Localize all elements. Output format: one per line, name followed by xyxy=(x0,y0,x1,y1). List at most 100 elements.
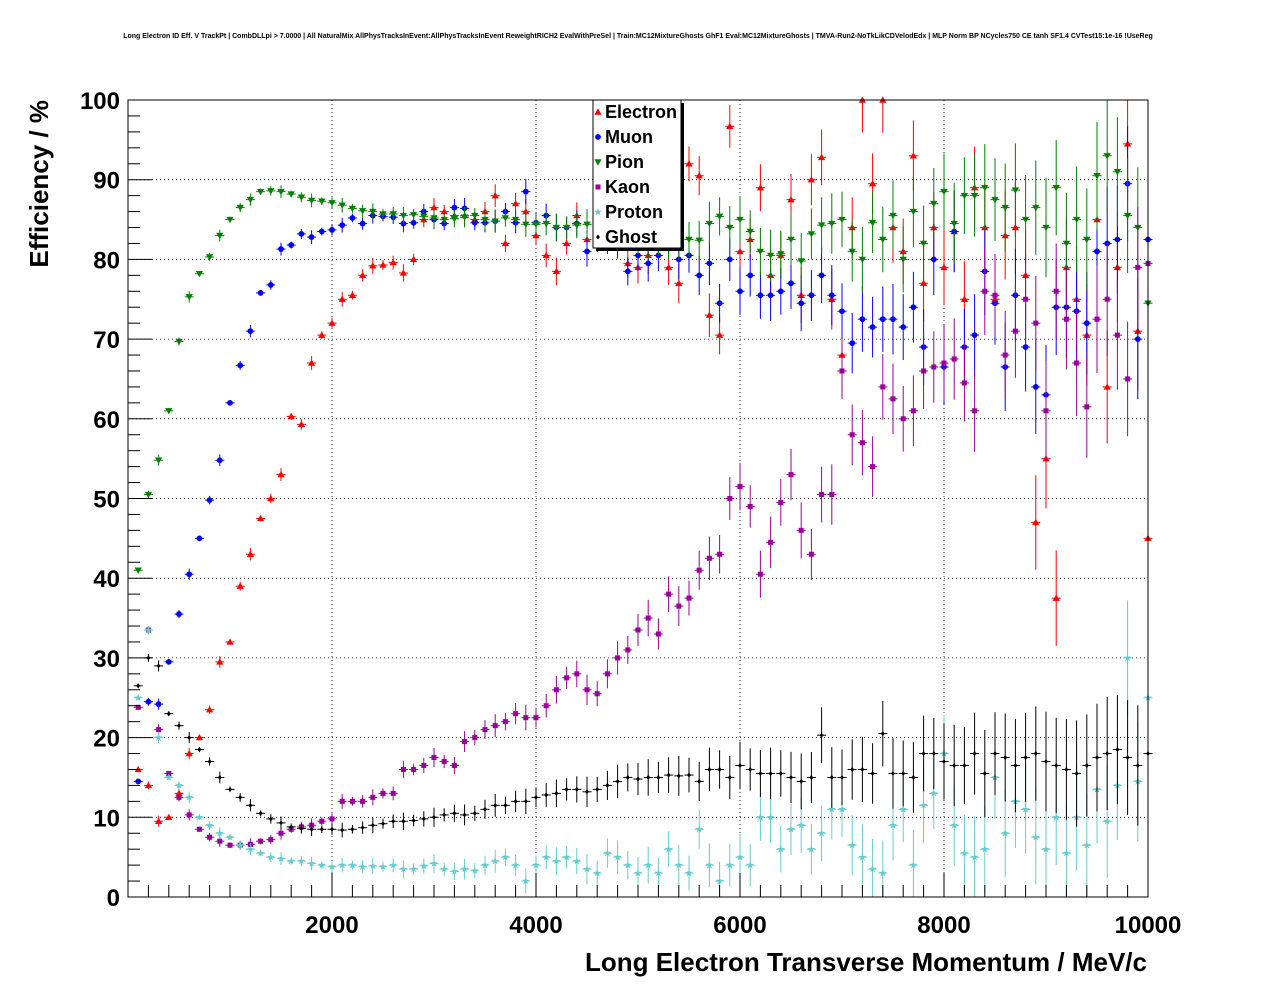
data-point-ghost xyxy=(449,804,459,822)
data-point-electron xyxy=(806,154,816,206)
data-point-pion xyxy=(868,192,878,254)
data-point-electron xyxy=(368,257,378,274)
y-tick-label: 80 xyxy=(93,247,120,274)
data-point-pion xyxy=(1072,166,1082,273)
data-point-ghost xyxy=(653,761,663,794)
data-point-electron xyxy=(409,253,419,266)
data-point-pion xyxy=(327,197,337,209)
data-point-ghost xyxy=(551,779,561,808)
data-point-pion xyxy=(511,208,521,231)
data-point-pion xyxy=(470,207,480,224)
data-point-ghost xyxy=(337,822,347,838)
data-point-kaon xyxy=(970,369,980,452)
data-point-muon xyxy=(358,217,368,230)
data-point-proton xyxy=(154,731,164,744)
data-point-pion xyxy=(521,211,531,237)
data-point-proton xyxy=(847,814,857,876)
data-points xyxy=(133,96,1153,897)
data-point-ghost xyxy=(674,755,684,796)
data-point-pion xyxy=(786,213,796,266)
data-point-proton xyxy=(205,821,215,830)
data-point-proton xyxy=(368,857,378,874)
data-point-proton xyxy=(429,854,439,874)
data-point-ghost xyxy=(245,799,255,812)
data-point-pion xyxy=(1031,160,1041,255)
data-point-kaon xyxy=(929,331,939,403)
data-point-kaon xyxy=(643,599,653,637)
data-point-kaon xyxy=(174,793,184,802)
data-point-kaon xyxy=(623,635,633,664)
data-point-proton xyxy=(745,843,755,887)
data-point-kaon xyxy=(633,613,643,647)
data-point-kaon xyxy=(1102,242,1112,356)
data-point-kaon xyxy=(796,502,806,559)
data-point-pion xyxy=(919,205,929,282)
data-point-electron xyxy=(143,781,153,790)
data-point-ghost xyxy=(419,811,429,827)
data-point-ghost xyxy=(174,721,184,730)
data-point-muon xyxy=(745,254,755,297)
y-tick-label: 60 xyxy=(93,407,120,434)
y-tick-label: 50 xyxy=(93,487,120,514)
data-point-electron xyxy=(939,229,949,306)
data-point-kaon xyxy=(898,385,908,452)
data-point-kaon xyxy=(521,705,531,731)
data-point-kaon xyxy=(317,817,327,826)
data-point-pion xyxy=(449,210,459,228)
data-point-ghost xyxy=(949,724,959,807)
data-point-proton xyxy=(908,829,918,897)
data-point-kaon xyxy=(878,354,888,420)
legend-marker xyxy=(594,159,602,166)
data-point-muon xyxy=(184,568,194,580)
data-point-kaon xyxy=(684,580,694,616)
data-point-pion xyxy=(949,182,959,265)
data-point-pion xyxy=(796,233,806,289)
x-tick-label: 10000 xyxy=(1115,912,1182,939)
data-point-muon xyxy=(817,247,827,304)
data-point-kaon xyxy=(1041,361,1051,461)
data-point-ghost xyxy=(1051,717,1061,814)
data-point-muon xyxy=(521,179,531,205)
data-point-kaon xyxy=(592,681,602,707)
data-point-pion xyxy=(959,157,969,235)
data-point-kaon xyxy=(776,479,786,526)
legend-marker xyxy=(595,184,601,190)
data-point-ghost xyxy=(439,808,449,822)
y-tick-label: 20 xyxy=(93,726,120,753)
data-point-kaon xyxy=(888,363,898,435)
data-point-ghost xyxy=(980,729,990,818)
data-point-ghost xyxy=(500,796,510,814)
data-point-kaon xyxy=(664,576,674,612)
data-point-proton xyxy=(235,840,245,850)
data-point-pion xyxy=(704,201,714,246)
data-point-proton xyxy=(725,843,735,887)
data-point-kaon xyxy=(480,720,490,740)
data-point-pion xyxy=(1021,175,1031,265)
data-point-ghost xyxy=(256,810,266,817)
data-point-ghost xyxy=(868,743,878,804)
data-point-ghost xyxy=(164,711,174,717)
data-point-muon xyxy=(296,228,306,240)
data-point-proton xyxy=(460,858,470,880)
data-point-kaon xyxy=(1031,276,1041,371)
data-point-kaon xyxy=(368,789,378,806)
data-point-kaon xyxy=(358,795,368,808)
data-point-kaon xyxy=(347,796,357,806)
data-point-pion xyxy=(990,158,1000,242)
data-point-ghost xyxy=(827,747,837,808)
data-point-kaon xyxy=(1133,207,1143,328)
data-point-kaon xyxy=(1112,280,1122,390)
data-point-proton xyxy=(439,862,449,876)
data-point-electron xyxy=(541,243,551,268)
data-point-pion xyxy=(582,209,592,240)
data-point-muon xyxy=(908,271,918,343)
data-point-proton xyxy=(868,838,878,897)
data-point-muon xyxy=(878,286,888,352)
data-point-pion xyxy=(1041,177,1051,278)
data-point-ghost xyxy=(684,757,694,793)
data-point-pion xyxy=(1010,143,1020,237)
data-point-proton xyxy=(358,860,368,873)
data-point-ghost xyxy=(786,751,796,804)
data-point-ghost xyxy=(694,761,704,802)
data-point-kaon xyxy=(980,247,990,335)
